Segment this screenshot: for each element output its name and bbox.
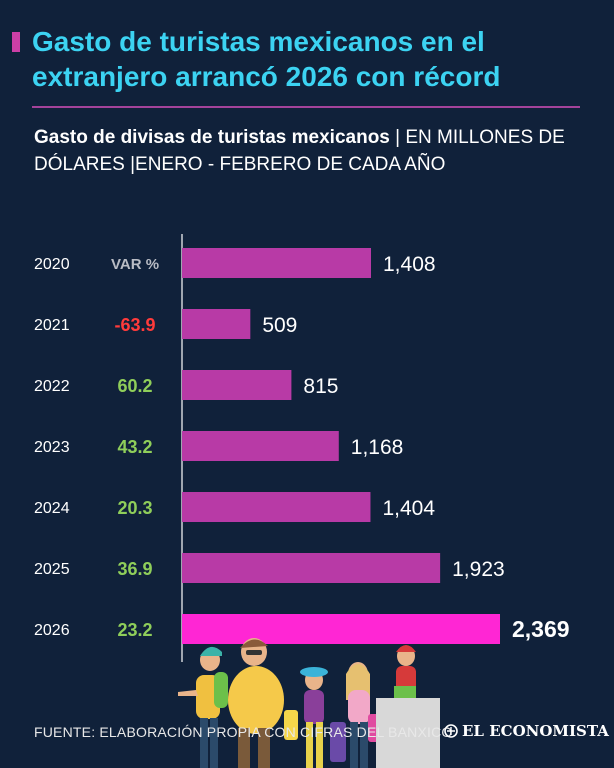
- subtitle-main: Gasto de divisas de turistas mexicanos: [34, 127, 390, 148]
- var-pct-label: 36.9: [117, 559, 152, 579]
- subtitle-units: | EN MILLONES DE DÓLARES |ENERO - FEBRER…: [34, 127, 565, 175]
- value-label: 2,369: [512, 616, 570, 642]
- bar-2022: [182, 370, 292, 400]
- bar-2023: [182, 431, 339, 461]
- year-label: 2025: [34, 561, 70, 578]
- var-pct-label: 60.2: [117, 376, 152, 396]
- var-header: VAR %: [111, 256, 159, 273]
- bar-2026: [182, 614, 500, 644]
- brand-logo: EL ECONOMISTA: [444, 722, 609, 740]
- bar-2025: [182, 553, 441, 583]
- travelers-illustration: [178, 638, 440, 768]
- var-pct-label: 43.2: [117, 437, 152, 457]
- value-label: 509: [262, 314, 297, 337]
- year-label: 2020: [34, 256, 70, 273]
- bar-2021: [182, 309, 251, 339]
- title-accent-bar: [12, 32, 20, 52]
- var-pct-label: -63.9: [114, 315, 155, 335]
- var-pct-label: 20.3: [117, 498, 152, 518]
- year-label: 2026: [34, 622, 70, 639]
- value-label: 1,923: [452, 558, 505, 581]
- brand-name: EL ECONOMISTA: [462, 722, 609, 740]
- value-label: 1,168: [351, 436, 404, 459]
- source-note: FUENTE: ELABORACIÓN PROPIA CON CIFRAS DE…: [34, 724, 453, 740]
- year-label: 2023: [34, 439, 70, 456]
- title-divider: [32, 106, 580, 108]
- value-label: 815: [303, 375, 338, 398]
- chart-subtitle: Gasto de divisas de turistas mexicanos |…: [34, 124, 594, 178]
- value-label: 1,408: [383, 253, 436, 276]
- var-pct-label: 23.2: [117, 620, 152, 640]
- year-label: 2024: [34, 500, 70, 517]
- page-title: Gasto de turistas mexicanos en el extran…: [32, 26, 501, 92]
- brand-mark-icon: [444, 724, 458, 738]
- bar-2020: [182, 248, 372, 278]
- year-label: 2022: [34, 378, 70, 395]
- bar-2024: [182, 492, 371, 522]
- year-label: 2021: [34, 317, 70, 334]
- value-label: 1,404: [382, 497, 435, 520]
